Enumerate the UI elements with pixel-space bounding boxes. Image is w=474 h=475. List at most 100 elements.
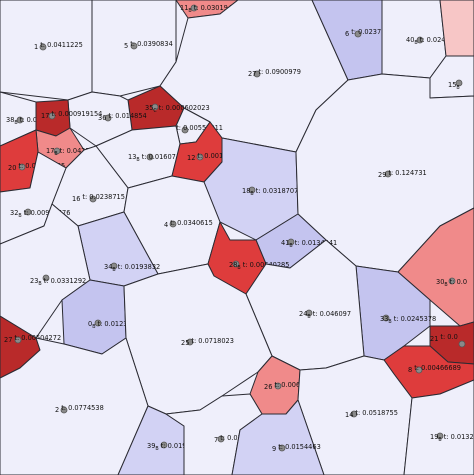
cell-site xyxy=(458,340,466,348)
cell-id: 6 xyxy=(345,30,349,38)
cell-t-value: t: 0.0318707 xyxy=(256,187,299,195)
cell-site xyxy=(305,309,313,317)
cell-t-value: t: 0.0193842 xyxy=(161,442,204,450)
cell-t-value: t: 0.0427066 xyxy=(60,147,103,155)
cell-id: 14 xyxy=(345,411,353,419)
cell-region xyxy=(0,337,149,475)
cell-id-subscript: B xyxy=(289,243,292,249)
cell-site xyxy=(436,432,444,440)
cell-site xyxy=(416,36,424,44)
voronoi-cell: 11B t: 0.0301943 xyxy=(175,0,239,19)
cell-id: 18 xyxy=(242,187,250,195)
cell-id: 17 xyxy=(46,147,54,155)
cell-id: 1 xyxy=(34,43,38,51)
cell-label: 34B t: 0.0193832 xyxy=(104,263,160,273)
cell-label: 26 t: 0.00643661 xyxy=(264,381,321,391)
cell-t-value: t: 0.00551311 xyxy=(176,124,223,132)
cell-id: 25 xyxy=(181,339,189,347)
cell-id: 29 xyxy=(378,171,386,179)
voronoi-cell: 33B t: 0.0245378 xyxy=(355,265,437,361)
cell-id-subscript: B xyxy=(307,314,310,320)
cell-site xyxy=(415,366,423,374)
cell-label: 4 t: 0.0340615 xyxy=(164,219,213,229)
cell-label: 0B t: 0.0123452 xyxy=(88,320,140,330)
cell-label: 36 t: 0.014854 xyxy=(98,112,147,122)
cell-id: 9 xyxy=(272,445,276,453)
cell-t-value: t: 0.00185366 xyxy=(197,152,244,160)
cell-site xyxy=(39,43,47,51)
cell-site xyxy=(42,274,50,282)
cell-site xyxy=(287,238,295,246)
cell-t-value: t: 0.0774538 xyxy=(61,404,104,412)
cell-id: 2 xyxy=(55,406,59,414)
cell-label: 39B t: 0.0193842 xyxy=(147,442,203,452)
cell-site xyxy=(455,79,463,87)
cell-id: 21 xyxy=(430,335,438,343)
cell-site xyxy=(146,153,154,161)
cell-label: 17 t: 0.000919154 xyxy=(41,110,102,120)
cell-region xyxy=(231,399,325,475)
cell-id-subscript: B xyxy=(112,267,115,273)
cell-site xyxy=(181,126,189,134)
cell-label: 6 t: 0.0237142 xyxy=(345,28,394,38)
cell-id: 24 xyxy=(299,310,307,318)
cell-t-value: t: 0.0245758 xyxy=(420,36,463,44)
cell-site xyxy=(169,220,177,228)
cell-id: 23 xyxy=(30,277,38,285)
cell-label: 1 t: 0.0411225 xyxy=(34,41,83,51)
cell-id: 20 xyxy=(8,164,16,172)
cell-site xyxy=(89,195,97,203)
cell-t-value: t: 0.00643661 xyxy=(274,381,321,389)
cell-label: 2 t: 0.0774538 xyxy=(55,404,104,414)
cell-t-value: t: 0.0340615 xyxy=(170,219,213,227)
cell-label: 21 t: 0.0 xyxy=(430,333,458,343)
cell-id: 5 xyxy=(124,42,128,50)
cell-id: 27 xyxy=(4,336,12,344)
cell-id: 11 xyxy=(180,4,188,12)
cell-site xyxy=(248,186,256,194)
cell-t-value: t: 0.0245378 xyxy=(394,315,437,323)
cell-t-value: t: 0.0160743 xyxy=(142,153,185,161)
cell-t-value: t: 0.0134041 xyxy=(295,239,338,247)
cell-id: 26 xyxy=(264,383,272,391)
cell-label: 23B t: 0.0331292 xyxy=(30,277,86,287)
cell-site xyxy=(14,336,22,344)
cell-id-subscript: B xyxy=(388,319,391,325)
cell-label: 8 t: 0.00466689 xyxy=(408,364,461,374)
cell-region-partial xyxy=(439,0,474,57)
cell-id: 35 xyxy=(145,104,153,112)
cell-label: 15B xyxy=(448,81,460,91)
cell-id-subscript: C xyxy=(153,108,157,114)
cell-site xyxy=(196,153,204,161)
cell-id: 32 xyxy=(10,209,18,217)
cell-site xyxy=(350,410,358,418)
cell-t-value: t: 0.0411225 xyxy=(40,41,83,49)
cell-t-value: t: 0.0 xyxy=(440,333,457,341)
cell-id-subscript: B xyxy=(38,281,41,287)
cell-label: 25 t: 0.0718023 xyxy=(181,337,234,347)
cell-id-subscript: B xyxy=(438,437,441,443)
cell-t-value: t: 0.0237142 xyxy=(351,28,394,36)
voronoi-cell: 8 t: 0.00466689 xyxy=(383,345,474,399)
cell-label: 40B t: 0.0245758 xyxy=(406,36,462,46)
cell-t-value: t: 0.0301943 xyxy=(194,4,237,12)
cell-id-subscript: B xyxy=(136,157,139,163)
cell-id: 27 xyxy=(248,70,256,78)
cell-region xyxy=(67,91,133,147)
cell-t-value: t: 0.0154463 xyxy=(278,443,321,451)
cell-site xyxy=(253,70,261,78)
cell-site xyxy=(130,42,138,50)
cell-site xyxy=(217,435,225,443)
cell-site xyxy=(151,103,159,111)
cell-label: 18B t: 0.0318707 xyxy=(242,187,298,197)
cell-t-value: t: 0.000919154 xyxy=(51,110,102,118)
cell-t-value: t: 0.0 xyxy=(450,278,467,286)
cell-site xyxy=(16,116,24,124)
cell-id: 13 xyxy=(128,153,136,161)
cell-label: 41B t: 0.0134041 xyxy=(281,239,337,249)
cell-t-value: t: 0.046097 xyxy=(313,310,351,318)
cell-id: 7 xyxy=(214,436,218,444)
cell-id: 8 xyxy=(408,366,412,374)
